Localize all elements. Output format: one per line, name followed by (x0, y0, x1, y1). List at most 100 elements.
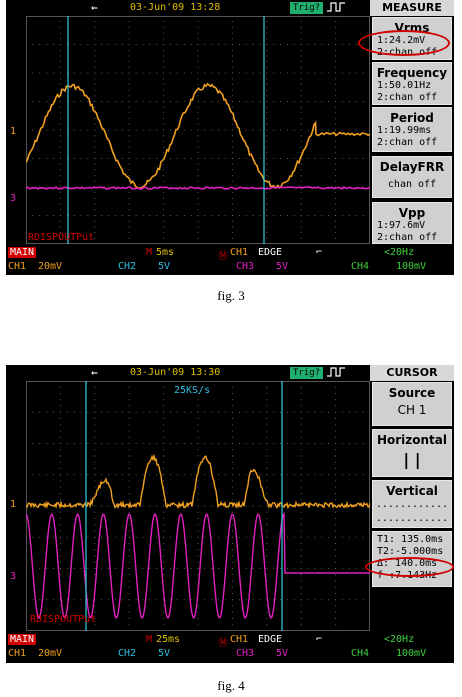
grid-dot (169, 101, 171, 102)
grid-dot (300, 524, 302, 526)
grid-dot (300, 424, 302, 426)
usb-icon: ⇜ (91, 1, 98, 14)
cursor-horizontal-button[interactable]: Horizontal | | (372, 429, 452, 477)
grid-dot (238, 215, 240, 216)
grid-dot (300, 443, 302, 444)
grid-dot (348, 536, 350, 538)
grid-dot (87, 443, 89, 444)
grid-dot (252, 536, 254, 538)
ch4-label[interactable]: CH4 (351, 648, 370, 659)
grid-dot (197, 611, 199, 613)
ch1-label[interactable]: CH1 (8, 648, 27, 659)
grid-dot (94, 430, 96, 432)
grid-dot (114, 474, 116, 476)
grid-dot (321, 443, 323, 444)
grid-dot (73, 129, 75, 131)
grid-dot (94, 505, 96, 507)
ch2-label[interactable]: CH2 (118, 261, 137, 272)
grid-dot (231, 530, 233, 532)
grid-dot (128, 232, 130, 234)
trigger-coupling: <20Hz (384, 634, 415, 645)
grid-dot (128, 499, 130, 501)
grid-dot (59, 536, 61, 538)
oscilloscope-screen-fig3: ⇜ 03-Jun'09 13:28 Trig? 1 3 RDISPOUTPut … (6, 0, 454, 275)
grid-dot (335, 78, 337, 80)
grid-dot (156, 158, 158, 159)
grid-dot (197, 405, 199, 407)
grid-dot (225, 411, 227, 413)
grid-dot (94, 574, 96, 576)
grid-dot (307, 72, 309, 74)
ch2-label[interactable]: CH2 (118, 648, 137, 659)
grid-dot (231, 61, 233, 63)
grid-dot (128, 55, 130, 57)
grid-dot (314, 215, 316, 216)
cursor-source-button[interactable]: Source CH 1 (372, 382, 452, 426)
measure-delayfrr[interactable]: DelayFRR chan off (372, 156, 452, 198)
mode-badge: MAIN (8, 634, 37, 645)
grid-dot (163, 536, 165, 538)
grid-dot (286, 411, 288, 413)
grid-dot (197, 220, 199, 222)
grid-dot (197, 38, 199, 40)
grid-dot (300, 180, 302, 182)
grid-dot (108, 568, 110, 569)
measure-vpp[interactable]: Vpp 1:97.6mV 2:chan off (372, 202, 452, 244)
ch3-label[interactable]: CH3 (236, 261, 255, 272)
grid-dot (280, 568, 282, 569)
grid-dot (266, 605, 268, 607)
ch3-label[interactable]: CH3 (236, 648, 255, 659)
grid-dot (231, 386, 233, 388)
grid-dot (101, 44, 103, 45)
grid-dot (231, 163, 233, 165)
grid-dot (197, 140, 199, 142)
grid-dot (300, 436, 302, 438)
measure-value: 1:50.01Hz (377, 80, 432, 91)
cursor-t1: T1: 135.0ms (377, 534, 444, 545)
grid-dot (87, 215, 89, 216)
grid-dot (128, 436, 130, 438)
grid-dot (335, 21, 337, 23)
grid-dot (59, 163, 61, 165)
measure-period[interactable]: Period 1:19.99ms 2:chan off (372, 107, 452, 152)
grid-dot (66, 568, 68, 569)
grid-dot (59, 146, 61, 148)
grid-dot (266, 386, 268, 388)
measure-frequency[interactable]: Frequency 1:50.01Hz 2:chan off (372, 62, 452, 105)
grid-dot (128, 95, 130, 97)
grid-dot (197, 524, 199, 526)
grid-dot (46, 158, 48, 159)
pulse-icon (327, 367, 345, 377)
grid-dot (335, 61, 337, 63)
grid-dot (53, 44, 55, 45)
grid-dot (59, 169, 61, 171)
ch4-label[interactable]: CH4 (351, 261, 370, 272)
grid-dot (163, 21, 165, 23)
grid-dot (128, 593, 130, 594)
grid-dot (335, 536, 337, 538)
grid-dot (197, 26, 199, 28)
grid-dot (183, 186, 185, 188)
grid-dot (231, 140, 233, 142)
grid-dot (59, 418, 61, 419)
grid-dot (197, 129, 199, 131)
grid-dot (163, 561, 165, 563)
grid-dot (341, 101, 343, 102)
grid-dot (197, 436, 199, 438)
grid-dot (231, 411, 233, 413)
grid-dot (266, 430, 268, 432)
grid-dot (53, 186, 55, 188)
grid-dot (218, 44, 220, 45)
grid-dot (142, 474, 144, 476)
grid-dot (142, 72, 144, 74)
grid-dot (94, 543, 96, 544)
grid-dot (300, 499, 302, 501)
grid-dot (128, 66, 130, 68)
grid-dot (286, 158, 288, 159)
cursor-vertical-button[interactable]: Vertical ............ ............ (372, 480, 452, 528)
ch1-label[interactable]: CH1 (8, 261, 27, 272)
grid-dot (348, 599, 350, 601)
grid-dot (163, 524, 165, 526)
grid-dot (307, 101, 309, 102)
highlight-ellipse-vrms (358, 30, 450, 56)
